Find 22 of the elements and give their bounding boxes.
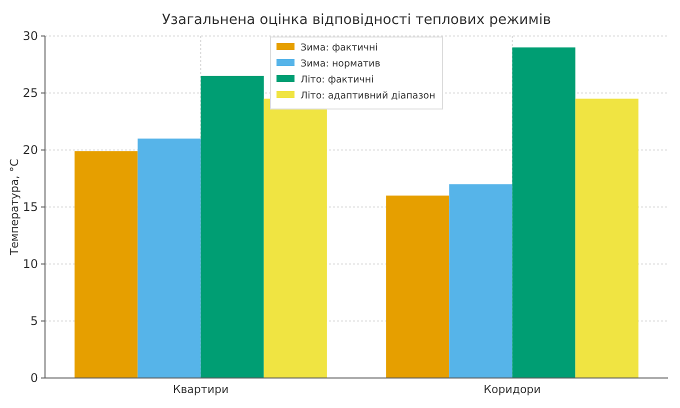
legend-label: Літо: фактичні	[300, 74, 374, 86]
bar	[575, 98, 638, 378]
bar	[138, 138, 201, 378]
legend-label: Зима: фактичні	[300, 42, 378, 54]
bar	[200, 76, 264, 378]
y-tick-label: 10	[22, 257, 38, 272]
y-tick-label: 0	[30, 371, 38, 386]
x-tick-label: Квартири	[172, 383, 229, 396]
x-tick-label: Коридори	[484, 383, 541, 396]
y-axis-title: Температура, °C	[8, 158, 21, 256]
bar	[449, 184, 512, 378]
chart-title: Узагальнена оцінка відповідності теплових режимів	[162, 12, 551, 28]
y-tick-label: 30	[22, 29, 38, 44]
bar	[74, 151, 138, 378]
y-tick-label: 5	[30, 314, 38, 328]
y-tick-label: 20	[22, 143, 38, 158]
legend-label: Літо: адаптивний діапазон	[300, 90, 436, 102]
bar	[512, 47, 576, 378]
y-tick-label: 25	[22, 86, 38, 100]
bar	[386, 196, 450, 378]
y-tick-label: 15	[22, 200, 38, 214]
legend-label: Зима: норматив	[300, 58, 381, 70]
